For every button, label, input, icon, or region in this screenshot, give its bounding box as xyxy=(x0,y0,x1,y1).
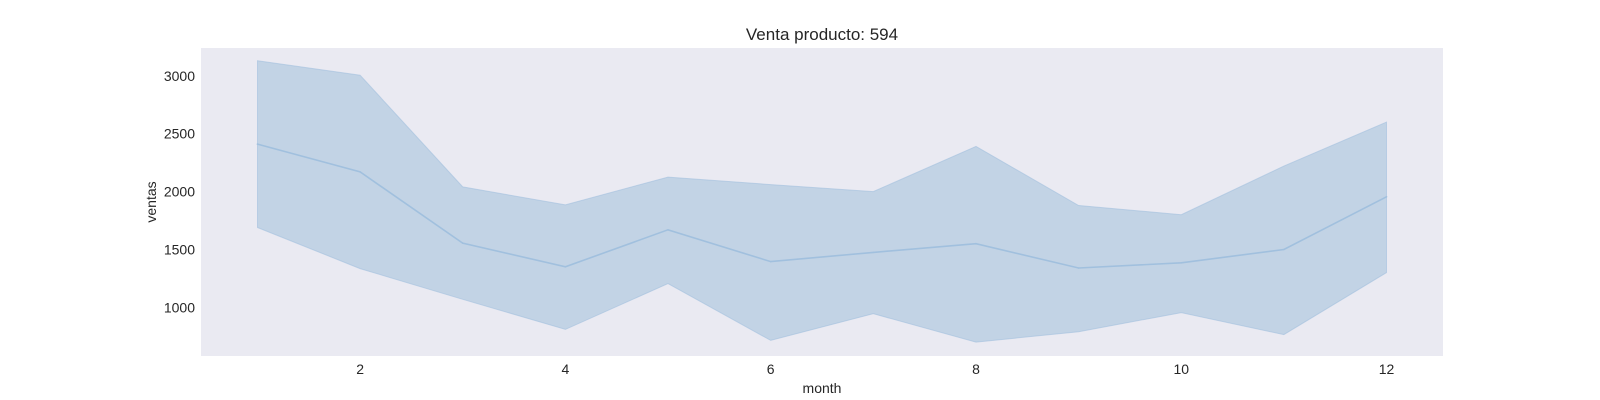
y-axis-label: ventas xyxy=(143,181,159,222)
data-point xyxy=(769,260,772,263)
x-tick-label: 2 xyxy=(356,361,364,377)
series-line xyxy=(257,143,1387,269)
data-point xyxy=(667,228,669,231)
confidence-band xyxy=(257,60,1387,343)
x-tick-label: 8 xyxy=(972,361,980,377)
data-point xyxy=(1077,267,1080,269)
x-tick-label: 6 xyxy=(767,361,775,377)
x-tick-label: 4 xyxy=(561,361,569,377)
data-point xyxy=(1385,195,1388,198)
y-tick-label: 3000 xyxy=(164,68,195,84)
data-point xyxy=(1283,248,1285,251)
y-tick-label: 2500 xyxy=(164,126,195,142)
data-point xyxy=(359,171,361,173)
y-tick-label: 1000 xyxy=(164,299,195,315)
data-point xyxy=(975,242,977,245)
y-tick-label: 2000 xyxy=(164,184,195,200)
chart-title: Venta producto: 594 xyxy=(746,25,898,44)
data-point xyxy=(256,143,259,145)
data-point xyxy=(1180,261,1183,264)
data-point xyxy=(872,251,875,254)
x-axis-label: month xyxy=(803,380,842,396)
x-tick-label: 12 xyxy=(1379,361,1395,377)
x-tick-label: 10 xyxy=(1173,361,1189,377)
data-point xyxy=(461,242,464,244)
data-point xyxy=(564,266,567,268)
y-tick-label: 1500 xyxy=(164,241,195,257)
